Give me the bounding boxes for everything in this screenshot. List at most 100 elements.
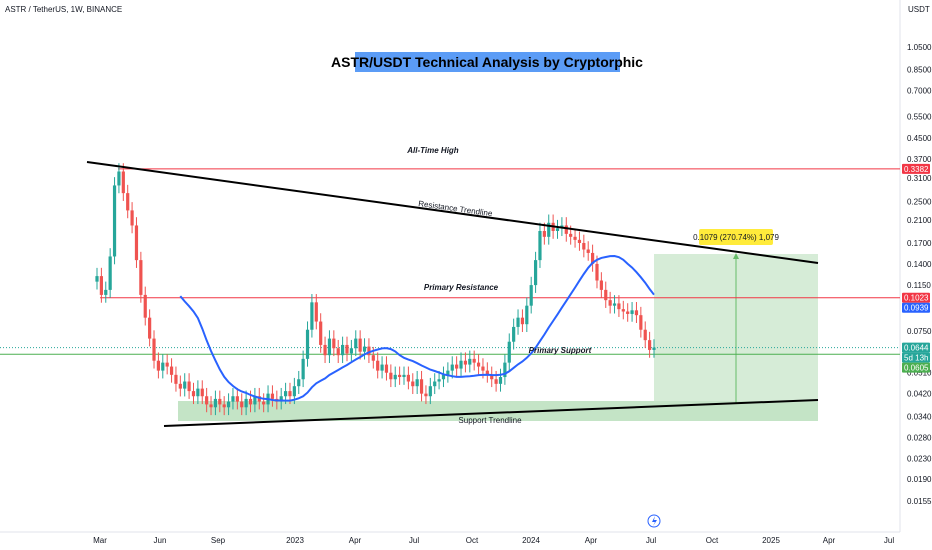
price-tick-label: 0.0230 (907, 455, 932, 464)
resistance-trendline-label: Resistance Trendline (418, 199, 494, 218)
candle-body (525, 305, 529, 325)
price-tick-label: 0.1700 (907, 239, 932, 248)
candle-body (555, 228, 560, 231)
candle-body (134, 225, 139, 261)
moving-average-line (179, 254, 655, 402)
price-badge-label: 0.0605 (904, 364, 929, 373)
time-tick-label: 2023 (286, 536, 304, 545)
candle-body (187, 381, 191, 392)
price-tick-label: 0.1400 (907, 260, 932, 269)
candle-body (441, 374, 446, 380)
candle-body (398, 374, 402, 378)
currency-label[interactable]: USDT (908, 5, 930, 14)
price-badge (902, 292, 930, 303)
price-tick-label: 0.0750 (907, 327, 932, 336)
candle-body (257, 396, 261, 402)
candle-body (446, 370, 450, 375)
price-badge (902, 352, 930, 363)
price-axis-panel (900, 0, 932, 550)
price-badge (902, 342, 930, 353)
candle-body (406, 374, 410, 382)
lightning-icon-glyph (652, 516, 657, 526)
candle-body (428, 386, 432, 397)
candle-body (152, 338, 156, 361)
candle-body (156, 360, 161, 371)
candle-body (104, 289, 108, 295)
candle-body (389, 372, 393, 380)
time-tick-label: Apr (585, 536, 598, 545)
candle-body (604, 289, 608, 301)
candle-body (402, 374, 406, 378)
primary-resistance-label: Primary Resistance (424, 283, 499, 292)
candle-body (288, 391, 292, 397)
candle-body (626, 311, 630, 314)
time-tick-label: Apr (823, 536, 836, 545)
support-trendline (163, 399, 819, 427)
price-tick-label: 1.0500 (907, 43, 932, 52)
candle-body (349, 348, 353, 354)
price-tick-label: 0.3100 (907, 174, 932, 183)
candle-body (529, 285, 533, 306)
price-badge-label: 0.0939 (904, 304, 929, 313)
candle-body (262, 401, 266, 405)
time-tick-label: Jul (646, 536, 656, 545)
candle-body (376, 360, 380, 371)
candle-body (292, 386, 296, 397)
symbol-info[interactable]: ASTR / TetherUS, 1W, BINANCE (5, 5, 122, 14)
candle-body (498, 377, 503, 384)
chart-title: ASTR/USDT Technical Analysis by Cryptorp… (331, 54, 643, 70)
candle-body (231, 396, 235, 402)
price-tick-label: 0.0190 (907, 475, 932, 484)
candle-body (573, 236, 577, 240)
candle-body (380, 364, 384, 371)
candle-body (112, 185, 117, 257)
candle-body (437, 379, 441, 382)
candle-body (126, 193, 130, 211)
time-tick-label: 2024 (522, 536, 540, 545)
time-tick-label: Oct (706, 536, 719, 545)
candle-body (590, 252, 595, 264)
candle-body (415, 379, 419, 387)
candle-body (533, 260, 538, 286)
candle-body (481, 366, 485, 371)
candle-body (595, 263, 599, 281)
price-badge-label: 5d 13h (904, 354, 928, 363)
candle-body (459, 360, 463, 369)
candle-body (332, 338, 336, 349)
candle-body (319, 321, 323, 345)
candle-body (476, 362, 481, 367)
candle-body (569, 233, 573, 237)
candle-body (218, 398, 222, 405)
candle-body (494, 379, 498, 384)
candle-body (117, 171, 121, 186)
price-tick-label: 0.5500 (907, 112, 932, 121)
candle-body (310, 302, 314, 330)
candle-body (634, 310, 639, 316)
candle-body (547, 222, 551, 237)
price-tick-label: 0.4500 (907, 134, 932, 143)
price-tick-label: 0.1150 (907, 281, 931, 290)
candle-body (586, 249, 590, 253)
time-axis-ticks: Mar Jun Sep 2023 Apr Jul Oct 2024 Apr Jul Oct 2025 A… (93, 536, 894, 545)
candle-body (472, 358, 476, 363)
measure-badge (699, 229, 773, 245)
candle-body (520, 317, 525, 325)
price-badge-label: 0.0644 (904, 344, 929, 353)
price-tick-label: 0.0510 (907, 369, 932, 378)
candle-body (468, 358, 472, 365)
candle-body (222, 404, 226, 408)
candle-body (345, 344, 349, 354)
candle-body (213, 398, 218, 408)
candle-body (283, 391, 288, 397)
candle-body (455, 364, 459, 369)
candle-body (205, 396, 209, 405)
candle-body (463, 360, 468, 365)
price-tick-label: 0.8500 (907, 66, 932, 75)
candle-body (279, 396, 283, 402)
candle-body (393, 374, 397, 380)
candle-body (196, 388, 200, 397)
price-tick-label: 0.0420 (907, 390, 932, 399)
price-badge (902, 163, 930, 174)
candle-body (148, 317, 152, 339)
